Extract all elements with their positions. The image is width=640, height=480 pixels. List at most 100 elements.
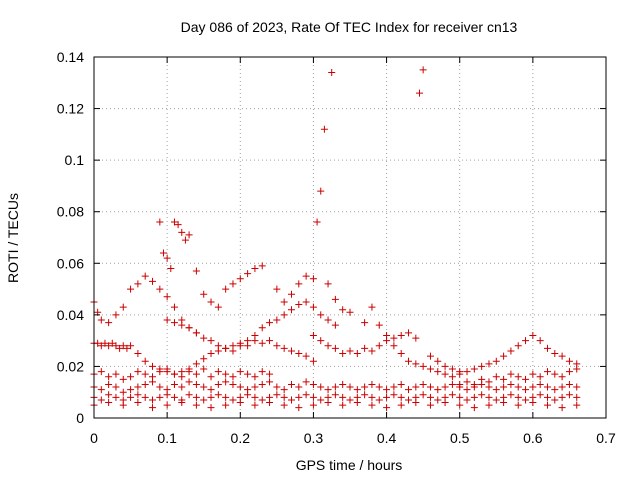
data-point — [463, 368, 471, 376]
data-point — [141, 357, 149, 365]
data-point — [105, 399, 113, 407]
data-point — [222, 378, 230, 386]
y-tick-label: 0.14 — [57, 49, 84, 65]
data-point — [163, 391, 171, 399]
data-point — [558, 404, 566, 412]
data-point — [302, 378, 310, 386]
data-point — [302, 298, 310, 306]
data-point — [463, 396, 471, 404]
data-point — [134, 350, 142, 358]
data-point — [324, 280, 332, 288]
data-point — [287, 290, 295, 298]
data-point — [456, 393, 464, 401]
data-point — [149, 396, 157, 404]
data-point — [331, 391, 339, 399]
data-point — [543, 393, 551, 401]
data-point — [500, 399, 508, 407]
data-point — [141, 380, 149, 388]
data-point — [251, 264, 259, 272]
data-point — [309, 275, 317, 283]
data-point — [181, 236, 189, 244]
data-point — [324, 386, 332, 394]
data-point — [280, 401, 288, 409]
data-point — [448, 365, 456, 373]
data-point — [353, 399, 361, 407]
data-point — [353, 350, 361, 358]
data-point — [390, 342, 398, 350]
data-point — [328, 68, 336, 76]
data-point — [426, 383, 434, 391]
data-point — [112, 370, 120, 378]
data-point — [280, 311, 288, 319]
data-point — [478, 375, 486, 383]
data-point — [156, 368, 164, 376]
data-point — [156, 218, 164, 226]
data-point — [405, 396, 413, 404]
data-point — [170, 319, 178, 327]
data-point — [375, 342, 383, 350]
data-point — [529, 370, 537, 378]
data-point — [207, 373, 215, 381]
data-point — [258, 396, 266, 404]
data-point — [551, 350, 559, 358]
data-point — [441, 399, 449, 407]
data-point — [200, 365, 208, 373]
data-point — [368, 393, 376, 401]
data-point — [236, 368, 244, 376]
data-point — [295, 301, 303, 309]
data-point — [236, 342, 244, 350]
data-point — [485, 401, 493, 409]
data-point — [339, 350, 347, 358]
data-point — [112, 393, 120, 401]
x-tick-label: 0.5 — [450, 430, 470, 446]
data-point — [178, 228, 186, 236]
data-point — [419, 391, 427, 399]
data-point — [236, 275, 244, 283]
data-point — [214, 342, 222, 350]
data-point — [361, 391, 369, 399]
x-tick-label: 0.7 — [596, 430, 616, 446]
data-point — [383, 404, 391, 412]
data-point — [492, 373, 500, 381]
data-point — [317, 396, 325, 404]
data-point — [529, 399, 537, 407]
data-point — [200, 334, 208, 342]
data-point — [251, 393, 259, 401]
plot-frame — [93, 56, 607, 419]
data-point — [207, 386, 215, 394]
data-point — [543, 368, 551, 376]
data-point — [317, 187, 325, 195]
data-point — [426, 401, 434, 409]
data-point — [412, 334, 420, 342]
data-point — [207, 298, 215, 306]
data-point — [123, 344, 131, 352]
data-point — [207, 404, 215, 412]
data-point — [339, 380, 347, 388]
data-point — [287, 396, 295, 404]
data-point — [397, 350, 405, 358]
data-point — [185, 231, 193, 239]
data-point — [119, 303, 127, 311]
data-point — [412, 399, 420, 407]
x-tick-label: 0.1 — [157, 430, 177, 446]
data-point — [565, 357, 573, 365]
data-point — [127, 285, 135, 293]
data-point — [514, 342, 522, 350]
data-point — [434, 368, 442, 376]
data-point — [170, 393, 178, 401]
data-point — [397, 393, 405, 401]
data-point — [200, 383, 208, 391]
data-point — [105, 319, 113, 327]
data-point — [313, 218, 321, 226]
data-point — [127, 393, 135, 401]
data-point — [127, 342, 135, 350]
data-point — [309, 331, 317, 339]
data-point — [317, 337, 325, 345]
data-point — [170, 370, 178, 378]
data-point — [134, 368, 142, 376]
data-point — [507, 370, 515, 378]
data-point — [463, 378, 471, 386]
data-point — [441, 383, 449, 391]
data-point — [273, 383, 281, 391]
data-point — [302, 352, 310, 360]
